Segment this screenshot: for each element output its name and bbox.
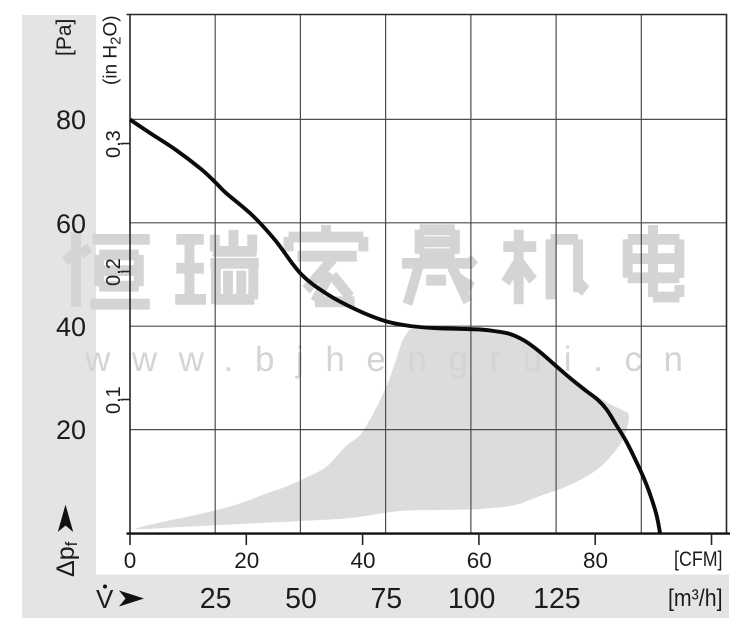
svg-text:[m³/h]: [m³/h] <box>668 585 723 612</box>
svg-text:40: 40 <box>350 548 375 573</box>
svg-text:[Pa]: [Pa] <box>53 19 76 56</box>
svg-text:75: 75 <box>370 583 402 615</box>
svg-text:0: 0 <box>124 548 137 573</box>
svg-text:40: 40 <box>56 312 86 342</box>
svg-text:20: 20 <box>56 415 86 445</box>
svg-text:80: 80 <box>583 548 608 573</box>
svg-text:20: 20 <box>234 548 259 573</box>
svg-text:V: V <box>96 584 114 614</box>
svg-text:25: 25 <box>200 583 232 615</box>
svg-text:60: 60 <box>56 209 86 239</box>
svg-text:100: 100 <box>448 583 496 615</box>
svg-text:www.bjhengrui.cn: www.bjhengrui.cn <box>84 340 707 379</box>
svg-text:125: 125 <box>533 583 581 615</box>
svg-text:0,3: 0,3 <box>103 130 125 158</box>
svg-text:(in H2O): (in H2O) <box>101 15 125 85</box>
svg-text:0,2: 0,2 <box>103 258 125 286</box>
svg-text:[CFM]: [CFM] <box>674 547 723 571</box>
svg-text:80: 80 <box>56 105 86 135</box>
svg-text:Δpf: Δpf <box>52 541 81 577</box>
svg-text:60: 60 <box>467 548 492 573</box>
svg-text:50: 50 <box>285 583 317 615</box>
svg-text:0,1: 0,1 <box>103 386 125 414</box>
